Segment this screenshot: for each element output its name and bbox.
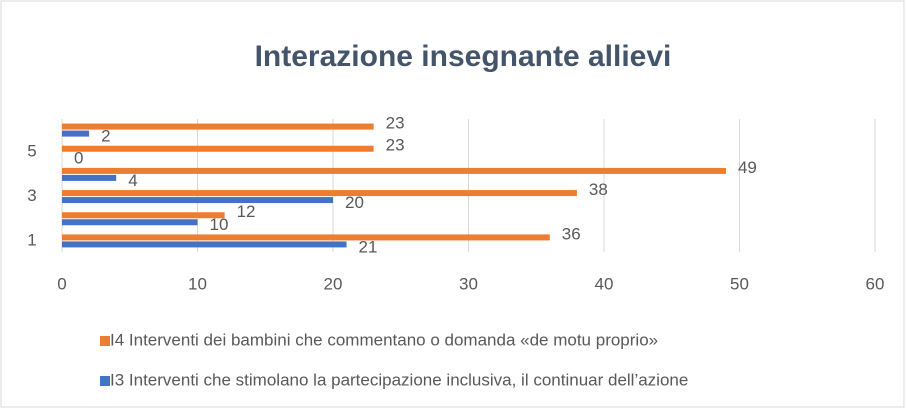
data-label: 21 xyxy=(359,237,378,256)
data-label: 20 xyxy=(345,193,364,212)
x-tick-label: 20 xyxy=(324,274,343,293)
bar xyxy=(62,130,90,137)
chart-title: Interazione insegnante allievi xyxy=(255,40,672,73)
bar xyxy=(62,212,225,219)
data-label: 23 xyxy=(386,114,405,133)
y-tick-label: 5 xyxy=(27,142,36,161)
bar xyxy=(62,123,374,130)
bar xyxy=(62,190,577,197)
y-tick-label: 1 xyxy=(27,230,36,249)
x-tick-label: 60 xyxy=(866,274,885,293)
bar xyxy=(62,167,726,174)
data-label: 4 xyxy=(128,171,137,190)
x-tick-label: 0 xyxy=(57,274,66,293)
bar xyxy=(62,174,117,181)
bar xyxy=(62,241,347,248)
data-label: 38 xyxy=(589,180,608,199)
legend-marker xyxy=(100,336,110,346)
data-label: 12 xyxy=(237,202,256,221)
x-tick-label: 10 xyxy=(188,274,207,293)
bar xyxy=(62,197,333,204)
data-label: 23 xyxy=(386,136,405,155)
legend-marker xyxy=(100,376,110,386)
data-label: 10 xyxy=(210,215,229,234)
bar xyxy=(62,234,550,241)
y-tick-label: 3 xyxy=(27,186,36,205)
legend-label: I3 Interventi che stimolano la partecipa… xyxy=(110,370,688,389)
bar xyxy=(62,145,374,152)
x-tick-label: 40 xyxy=(595,274,614,293)
x-tick-label: 50 xyxy=(730,274,749,293)
x-tick-label: 30 xyxy=(459,274,478,293)
data-label: 2 xyxy=(101,127,110,146)
data-label: 49 xyxy=(738,158,757,177)
data-label: 0 xyxy=(74,149,83,168)
bar xyxy=(62,219,198,226)
legend-label: I4 Interventi dei bambini che commentano… xyxy=(110,330,658,349)
data-label: 36 xyxy=(562,224,581,243)
